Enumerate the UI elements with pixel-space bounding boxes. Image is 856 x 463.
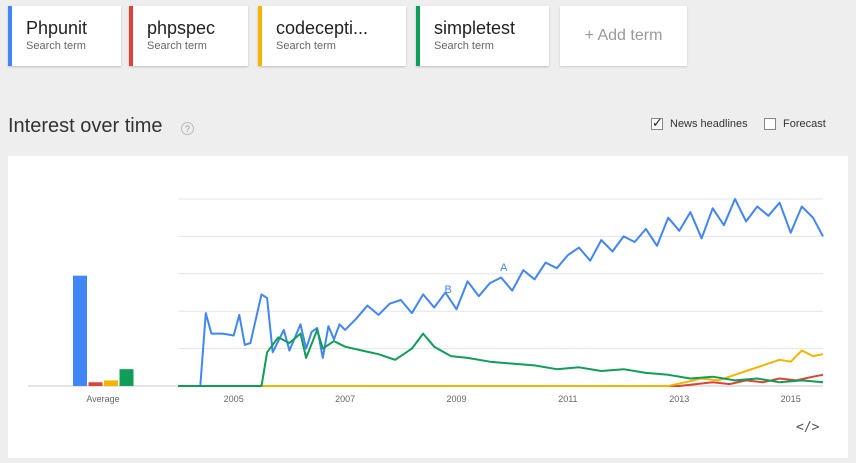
x-tick-label: 2011 — [558, 394, 577, 404]
embed-code-icon[interactable]: </> — [796, 420, 820, 435]
series-line-3 — [178, 349, 824, 387]
annotation-marker: B — [444, 284, 451, 296]
average-label: Average — [86, 394, 119, 404]
term-name: Phpunit — [26, 18, 88, 38]
x-tick-label: 2009 — [446, 394, 466, 404]
average-bar — [104, 380, 118, 386]
annotation-marker: A — [500, 262, 508, 274]
term-color-stripe — [129, 6, 133, 66]
forecast-option[interactable]: Forecast — [764, 118, 826, 130]
help-icon[interactable]: ? — [181, 122, 194, 135]
search-term-card[interactable]: Phpunit Search term — [8, 6, 121, 66]
term-name: simpletest — [434, 18, 516, 38]
search-term-card[interactable]: codecepti... Search term — [258, 6, 406, 66]
news-headlines-checkbox[interactable] — [651, 115, 663, 131]
add-term-button[interactable]: + Add term — [560, 6, 687, 66]
average-bar — [119, 369, 134, 386]
chart-panel: Average 2005 2007 2009 2011 2013 2015 A B — [8, 156, 848, 458]
term-subtitle: Search term — [26, 40, 86, 52]
search-term-card[interactable]: phpspec Search term — [129, 6, 248, 66]
x-tick-label: 2013 — [669, 394, 689, 404]
term-subtitle: Search term — [434, 40, 494, 52]
series-line-4 — [178, 328, 824, 387]
x-tick-label: 2005 — [224, 394, 244, 404]
term-subtitle: Search term — [147, 40, 207, 52]
series-line-2 — [178, 373, 824, 387]
average-bar — [88, 382, 103, 386]
forecast-checkbox[interactable] — [764, 118, 776, 130]
series-line-1 — [178, 198, 824, 387]
average-bar — [73, 275, 87, 386]
forecast-label: Forecast — [783, 118, 826, 130]
term-color-stripe — [416, 6, 420, 66]
term-color-stripe — [8, 6, 12, 66]
term-color-stripe — [258, 6, 262, 66]
interest-chart: Average 2005 2007 2009 2011 2013 2015 A B — [28, 198, 824, 404]
news-headlines-label: News headlines — [670, 118, 748, 130]
term-subtitle: Search term — [276, 40, 336, 52]
term-name: phpspec — [147, 18, 216, 38]
x-tick-label: 2007 — [335, 394, 355, 404]
search-term-card[interactable]: simpletest Search term — [416, 6, 549, 66]
term-name: codecepti... — [276, 18, 369, 38]
x-tick-label: 2015 — [781, 394, 801, 404]
news-headlines-option[interactable]: News headlines — [651, 115, 748, 131]
section-title: Interest over time — [8, 115, 163, 137]
